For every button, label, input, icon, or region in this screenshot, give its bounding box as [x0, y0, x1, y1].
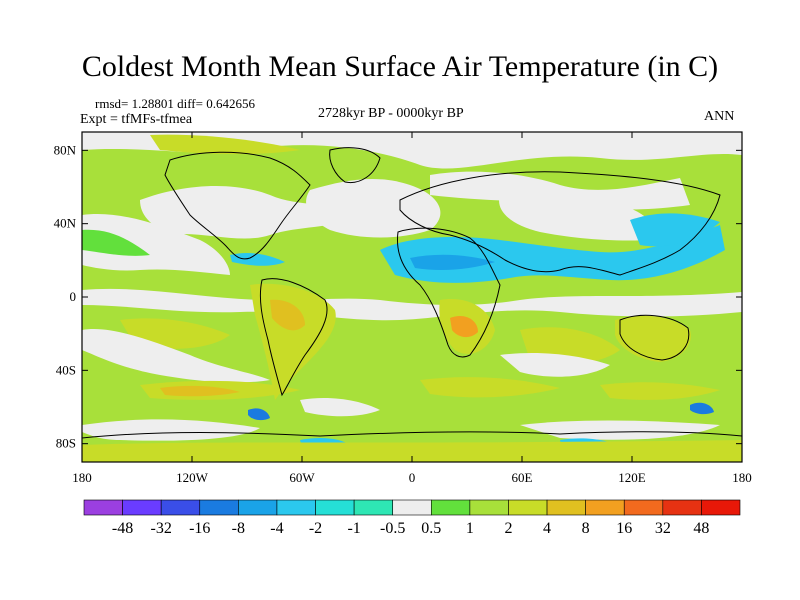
colorbar-swatch [701, 499, 741, 516]
antarctic-warm-band [82, 440, 742, 462]
x-tick-label: 180 [732, 470, 752, 485]
sahara-cooler-core [410, 254, 495, 270]
southern-warm-band-2 [420, 377, 560, 398]
arctic-warm-patch [150, 134, 300, 155]
y-tick-label: 80S [56, 436, 76, 451]
colorbar-swatch [83, 499, 123, 516]
north-america-coast [164, 151, 311, 260]
temperature-field [82, 132, 742, 462]
colorbar-swatch [199, 499, 239, 516]
southern-ocean-neutral-3 [300, 398, 380, 417]
colorbar-swatch [238, 499, 278, 516]
colorbar-label: 0.5 [421, 520, 442, 537]
colorbar-label: -2 [308, 520, 323, 537]
colorbar-swatch [546, 499, 586, 516]
colorbar-label: 16 [616, 520, 633, 537]
africa-south-hot [450, 315, 478, 338]
experiment-label: Expt = tfMFs-tfmea [80, 112, 193, 127]
y-axis-ticks: 80N 40N 0 40S 80S [54, 142, 742, 451]
africa-coast [396, 227, 501, 358]
southern-ocean-neutral-1 [82, 329, 270, 383]
colorbar-swatch [585, 499, 625, 516]
colorbar-label: -32 [150, 520, 172, 537]
colorbar-swatch [353, 499, 394, 516]
eurasia-coast [399, 171, 721, 276]
arctic-neutral-patch-2 [430, 171, 690, 210]
period-label: 2728kyr BP - 0000kyr BP [318, 106, 464, 121]
southern-warm-band-3 [600, 382, 720, 400]
colorbar-label: 2 [504, 520, 513, 537]
colorbar-label: -48 [111, 520, 134, 537]
colorbar-label: -0.5 [380, 520, 406, 537]
map-title: Coldest Month Mean Surface Air Temperatu… [81, 50, 719, 83]
southern-cold-spot-1 [248, 408, 270, 421]
colorbar-swatch [623, 499, 664, 516]
north-atlantic-neutral [306, 178, 441, 238]
equatorial-neutral-band [82, 288, 742, 321]
colorbar-label: 1 [465, 520, 474, 537]
south-america-warmer [270, 299, 305, 331]
y-tick-label: 0 [70, 289, 77, 304]
caribbean-cool [230, 252, 285, 266]
x-tick-label: 60W [289, 470, 315, 485]
eurasia-neutral [499, 192, 654, 241]
north-america-neutral [140, 185, 360, 239]
x-tick-label: 180 [72, 470, 92, 485]
antarctic-neutral-2 [520, 420, 720, 440]
colorbar-swatch [430, 499, 471, 516]
antarctica-coast [81, 431, 743, 439]
x-tick-label: 0 [409, 470, 416, 485]
colorbar-swatch [392, 499, 432, 516]
y-tick-label: 40N [54, 216, 77, 231]
colorbar-label: 48 [693, 520, 710, 537]
colorbar-swatch [469, 499, 509, 516]
colorbar-label: -4 [270, 520, 284, 537]
greenland-coast [329, 147, 381, 184]
colorbar-label: -1 [347, 520, 361, 537]
colorbar-swatch [508, 499, 548, 516]
subtropical-neutral-belt [82, 214, 230, 275]
y-tick-label: 40S [56, 362, 76, 377]
colorbar-swatch [315, 499, 355, 516]
y-tick-label: 80N [54, 142, 77, 157]
colorbar-label: 8 [581, 520, 590, 537]
colorbar-swatch [122, 499, 162, 516]
southern-warmer-band [160, 385, 240, 397]
x-tick-label: 120E [618, 470, 646, 485]
rmsd-stat: rmsd= 1.28801 diff= 0.642656 [95, 96, 255, 111]
australia-coast [619, 314, 690, 361]
x-tick-label: 120W [176, 470, 209, 485]
southern-ocean-neutral-2 [500, 353, 610, 377]
coastlines [81, 147, 743, 439]
east-asia-cool [630, 213, 720, 247]
colorbar-swatch [160, 499, 201, 516]
southern-cold-spot-2 [690, 402, 714, 415]
colorbar-label: -16 [189, 520, 211, 537]
south-america-coast [259, 278, 328, 397]
colorbar-label: -8 [231, 520, 246, 537]
colorbar-swatch [276, 499, 316, 516]
x-tick-label: 60E [512, 470, 533, 485]
antarctic-neutral-1 [82, 419, 260, 441]
colorbar [83, 499, 741, 516]
colorbar-label: 32 [654, 520, 671, 537]
x-axis-ticks: 180 120W 60W 0 60E 120E 180 [72, 132, 752, 485]
colorbar-swatch [662, 499, 702, 516]
north-pacific-patch [82, 229, 150, 256]
season-label: ANN [704, 109, 735, 124]
colorbar-label: 4 [543, 520, 552, 537]
